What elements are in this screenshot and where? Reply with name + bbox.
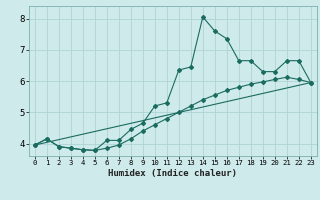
X-axis label: Humidex (Indice chaleur): Humidex (Indice chaleur) [108,169,237,178]
